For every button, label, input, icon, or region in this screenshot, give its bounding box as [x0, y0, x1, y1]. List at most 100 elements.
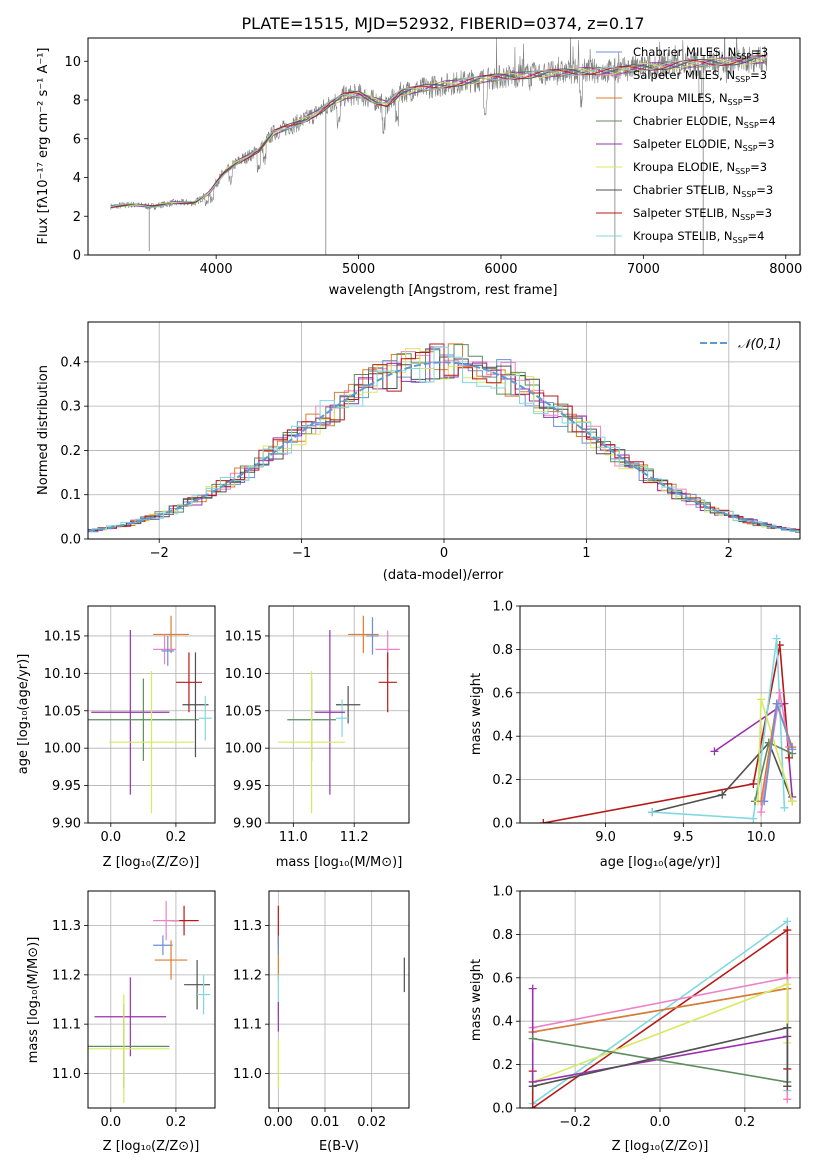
- weight-marker: [528, 1082, 537, 1091]
- errorbar-point: [335, 699, 349, 737]
- panel-weight-vs-Z: −0.2 0.0 0.2 0.0 0.2 0.4 0.6 0.8 1.0 Z [log₁₀(Z/Z…: [469, 885, 801, 1154]
- y-tick-label: 6: [73, 132, 81, 147]
- model-line-salpeter-stelib: [110, 55, 766, 208]
- weight-line-kroupa-stelib: [652, 638, 786, 820]
- errorbar-point: [153, 615, 189, 654]
- weight-marker: [539, 819, 548, 823]
- x-axis-label: E(B-V): [319, 1139, 359, 1154]
- weight-marker: [783, 926, 792, 935]
- plot-area: [528, 917, 792, 1108]
- weight-marker: [772, 699, 781, 708]
- errorbar-point: [153, 935, 173, 956]
- legend-entry: Salpeter ELODIE, NSSP=3: [633, 137, 775, 153]
- model-line-chabrier-stelib: [110, 55, 766, 208]
- x-tick-label: 0.0: [100, 1115, 121, 1130]
- weight-marker: [760, 797, 769, 806]
- x-tick-label: −2: [150, 546, 169, 561]
- y-tick-label: 0.2: [492, 1058, 513, 1073]
- plot-area: [539, 634, 797, 823]
- y-axis-label: Normed distribution: [36, 365, 51, 495]
- panel-age-vs-Z: 0.0 0.2 9.90 9.95 10.00 10.05 10.10 10.15 Z [log…: [16, 605, 216, 870]
- panel-mass-vs-EBV: 0.00 0.01 0.02 11.0 11.1 11.2 11.3 E(B-V): [233, 890, 410, 1154]
- weight-marker: [757, 808, 766, 817]
- y-tick-label: 0.2: [492, 773, 513, 788]
- y-tick-label: 4: [73, 171, 81, 186]
- x-tick-label: 0.00: [264, 1115, 293, 1130]
- y-tick-label: 11.2: [233, 968, 262, 983]
- weight-marker: [757, 695, 766, 704]
- legend-entry: Chabrier MILES, NSSP=3: [633, 45, 768, 61]
- y-axis-label: mass [log₁₀(M/M⊙)]: [26, 937, 41, 1064]
- weight-line-chabrier-stelib: [652, 741, 793, 813]
- legend-entry: Kroupa STELIB, NSSP=4: [633, 229, 764, 245]
- y-tick-label: 0.1: [60, 488, 81, 503]
- y-tick-label: 0.4: [492, 1015, 513, 1030]
- y-tick-label: 11.0: [233, 1067, 262, 1082]
- panel-mass-vs-Z: 0.0 0.2 11.0 11.1 11.2 11.3 Z [log₁₀(Z/Z⊙)] mas…: [26, 890, 216, 1154]
- x-tick-label: 0.02: [357, 1115, 386, 1130]
- x-tick-label: 11.2: [340, 830, 369, 845]
- panel-age-vs-mass: 11.0 11.2 9.90 9.95 10.00 10.05 10.10 10.15 mass…: [225, 605, 410, 870]
- plot-area: [88, 343, 800, 533]
- x-axis-label: Z [log₁₀(Z/Z⊙)]: [612, 1139, 709, 1154]
- x-axis-label: Z [log₁₀(Z/Z⊙)]: [103, 1139, 200, 1154]
- weight-marker: [788, 745, 797, 754]
- x-tick-label: −1: [292, 546, 311, 561]
- y-tick-label: 0.3: [60, 400, 81, 415]
- y-tick-label: 9.95: [52, 779, 81, 794]
- y-tick-label: 9.90: [52, 817, 81, 832]
- x-axis-label: (data-model)/error: [383, 568, 504, 583]
- errorbar-point: [335, 686, 361, 724]
- errorbar-point: [378, 652, 397, 713]
- y-tick-label: 11.3: [52, 919, 81, 934]
- x-tick-label: 11.0: [279, 830, 308, 845]
- errorbar-point: [161, 635, 175, 666]
- y-tick-label: 10.05: [44, 704, 81, 719]
- y-tick-label: 11.0: [52, 1067, 81, 1082]
- y-tick-label: 0.4: [492, 730, 513, 745]
- weight-marker: [783, 1082, 792, 1091]
- legend-entry: Salpeter STELIB, NSSP=3: [633, 206, 772, 222]
- y-tick-label: 11.2: [52, 968, 81, 983]
- x-tick-label: 2: [725, 546, 733, 561]
- errorbar-point: [153, 900, 180, 941]
- legend-entry: Salpeter MILES, NSSP=3: [633, 68, 767, 84]
- y-tick-label: 8: [73, 94, 81, 109]
- legend-entry: 𝒩(0,1): [738, 337, 781, 352]
- weight-marker: [788, 797, 797, 806]
- panel-spectrum: 4000 5000 6000 7000 8000 0 2 4 6 8 10 wavelength [A…: [36, 37, 802, 298]
- errorbar-point: [88, 994, 170, 1104]
- panel-residuals: −2 −1 0 1 2 0.0 0.1 0.2 0.3 0.4 (data-model)/error…: [36, 321, 801, 583]
- weight-marker: [528, 1104, 537, 1108]
- x-tick-label: −0.2: [559, 1115, 591, 1130]
- errorbar-point: [94, 977, 167, 1057]
- x-tick-label: 7000: [627, 262, 660, 277]
- errorbar-point: [154, 940, 188, 980]
- y-tick-label: 0.6: [492, 971, 513, 986]
- x-tick-label: 10.0: [747, 830, 776, 845]
- weight-marker: [783, 1095, 792, 1104]
- x-tick-label: 0.2: [166, 1115, 187, 1130]
- y-tick-label: 10.10: [44, 667, 81, 682]
- y-tick-label: 10.10: [225, 667, 262, 682]
- weight-marker: [749, 779, 758, 788]
- y-tick-label: 0.0: [492, 1102, 513, 1117]
- weight-marker: [775, 688, 784, 697]
- x-tick-label: 1: [582, 546, 590, 561]
- weight-marker: [780, 803, 789, 812]
- y-tick-label: 0.8: [492, 928, 513, 943]
- x-axis-label: Z [log₁₀(Z/Z⊙)]: [103, 855, 200, 870]
- y-tick-label: 10.05: [225, 704, 262, 719]
- y-tick-label: 9.90: [233, 817, 262, 832]
- y-tick-label: 0.4: [60, 355, 81, 370]
- errorbar-point: [314, 629, 346, 795]
- weight-marker: [528, 1034, 537, 1043]
- weight-marker: [528, 984, 537, 993]
- y-axis-label: age [log₁₀(age/yr)]: [16, 654, 31, 775]
- x-axis-label: mass [log₁₀(M/M⊙)]: [276, 855, 403, 870]
- y-tick-label: 10.15: [225, 629, 262, 644]
- weight-marker: [648, 808, 657, 817]
- errorbar-point: [91, 629, 170, 795]
- y-axis-label: mass weight: [469, 673, 484, 755]
- x-tick-label: 9.5: [673, 830, 694, 845]
